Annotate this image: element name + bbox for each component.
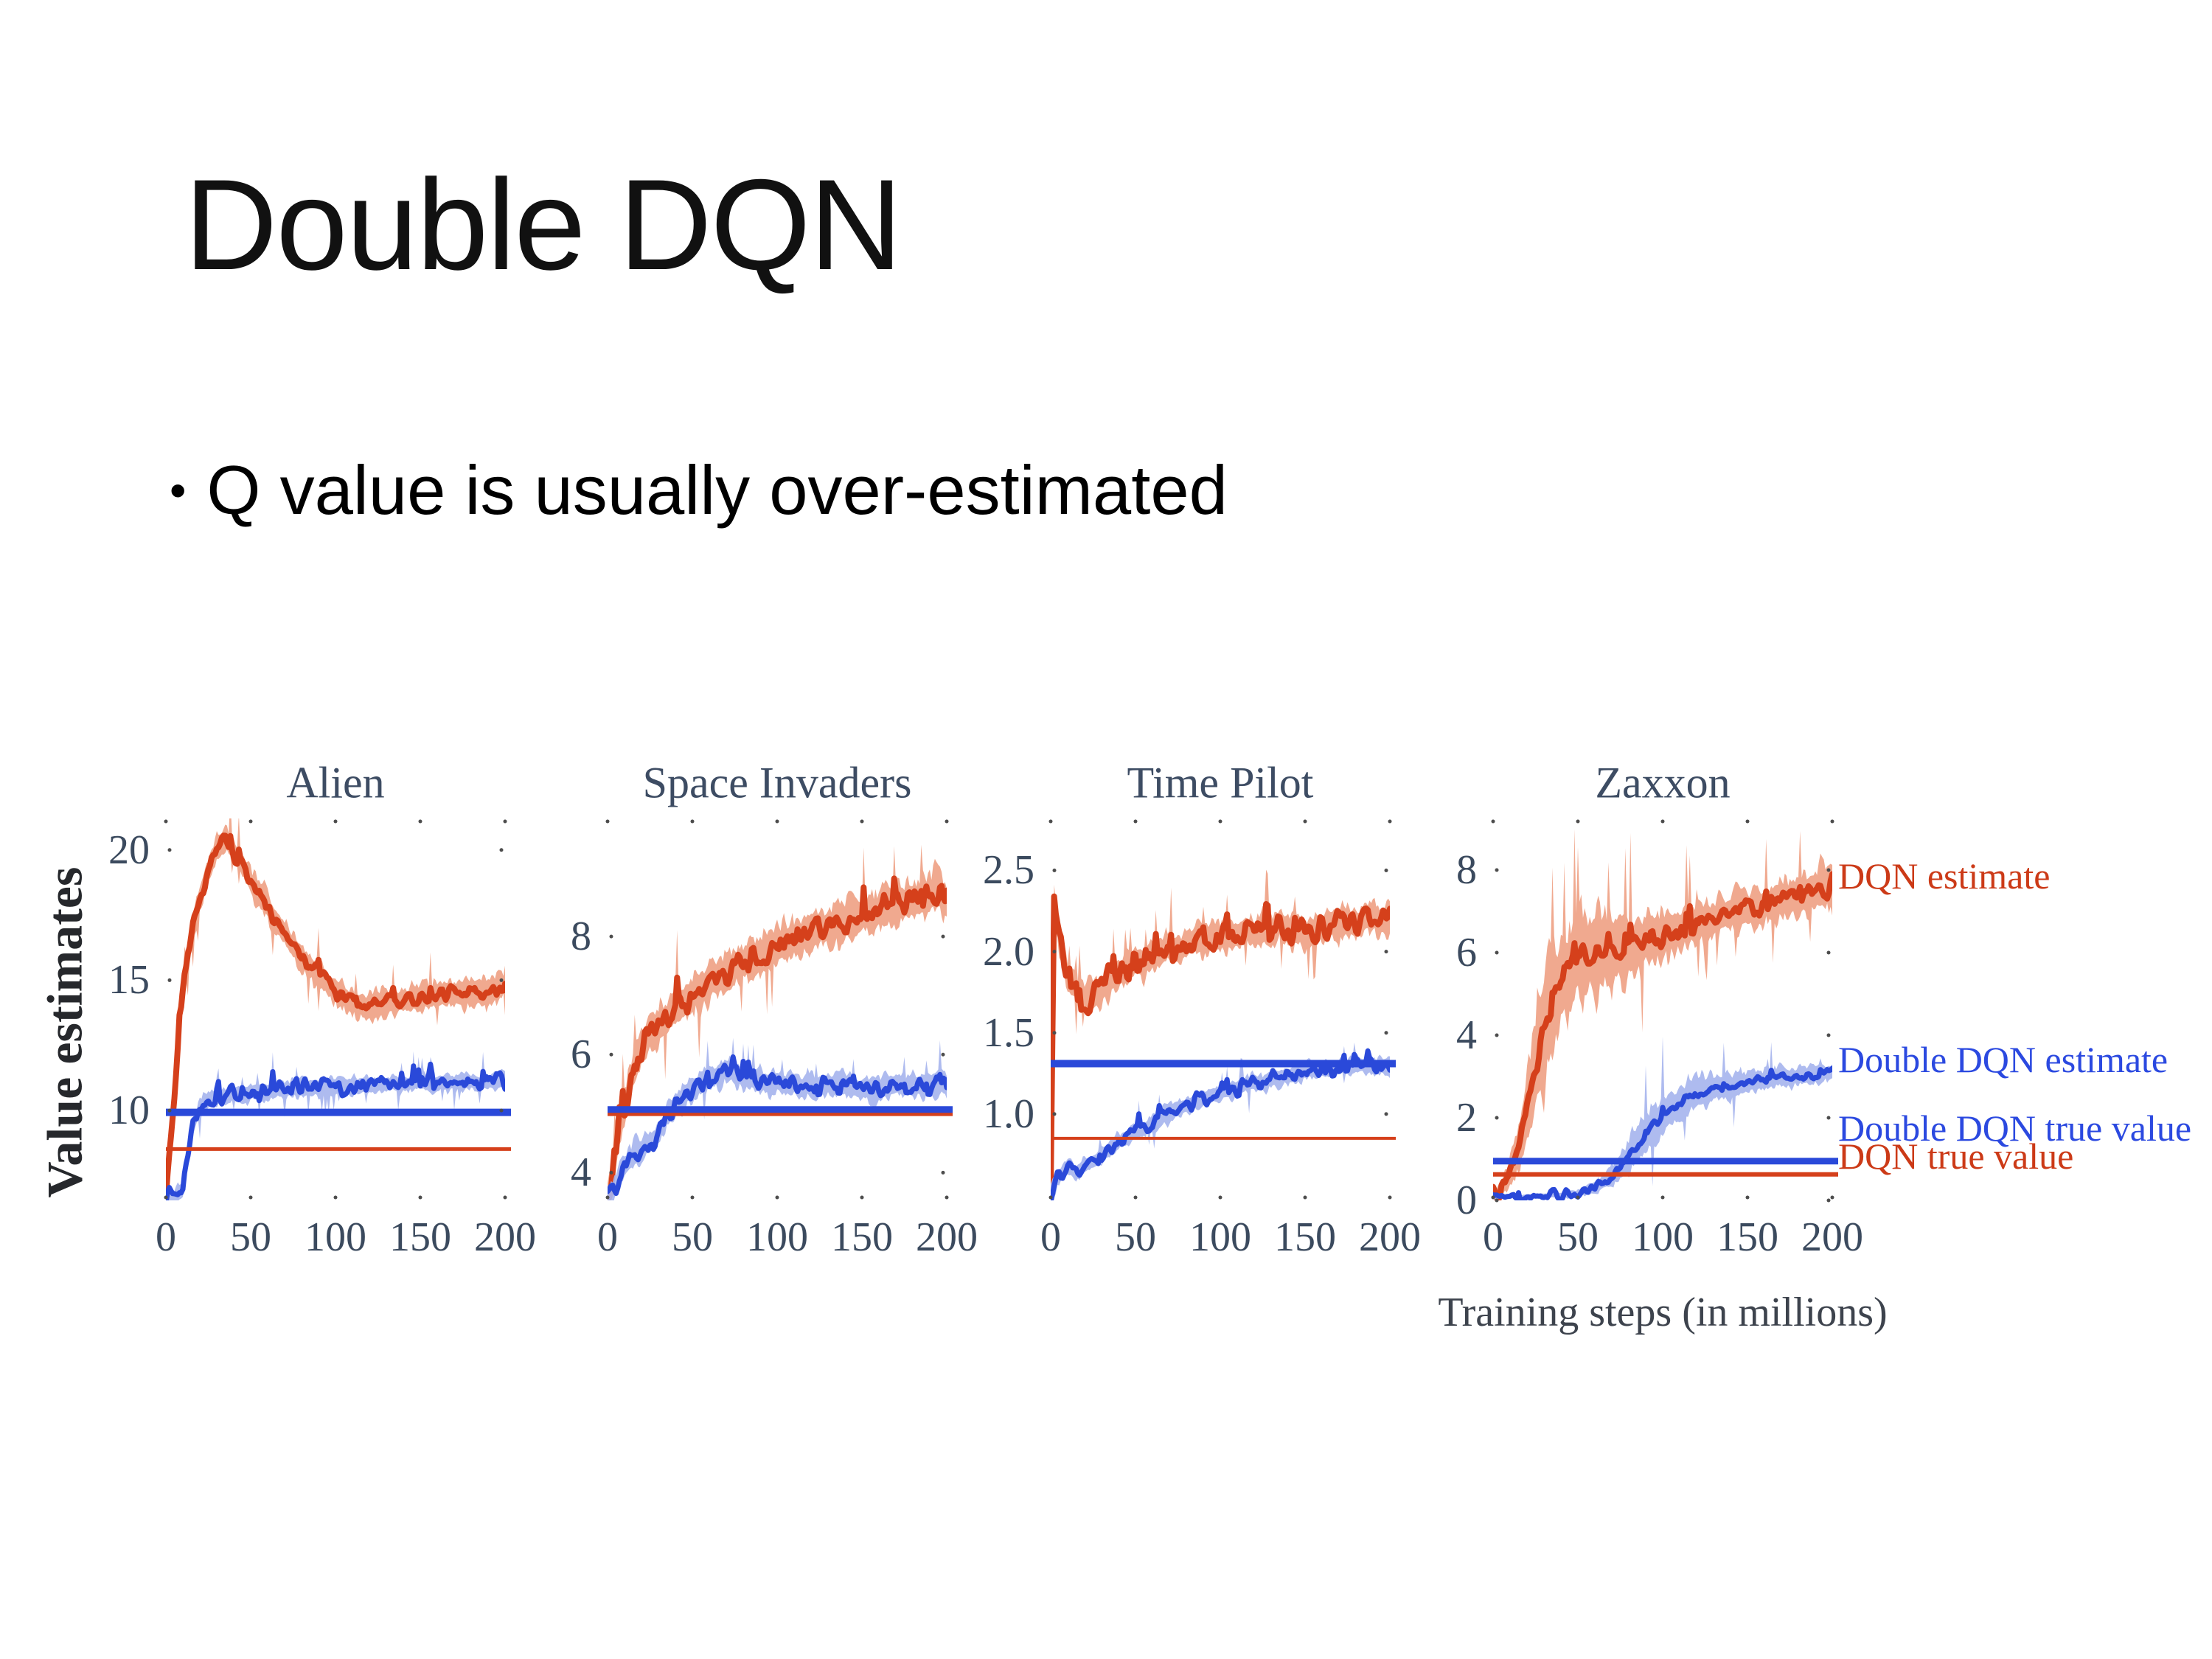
plot-area-time-pilot [1051,869,1390,1200]
y-tick-label: 6 [571,1032,591,1078]
tick-dots [1491,819,1834,1203]
chart-title-alien: Alien [286,758,385,807]
chart-title-zaxxon: Zaxxon [1595,758,1731,807]
tick-dots [605,819,949,1200]
x-tick-label: 50 [672,1214,713,1260]
x-tick-label: 50 [230,1214,271,1260]
y-tick-label: 6 [1456,930,1477,975]
x-tick-label: 50 [1115,1214,1156,1260]
x-tick-label: 200 [916,1214,978,1260]
dqn-estimate-band [1493,829,1832,1200]
y-tick-label: 2.0 [983,928,1034,975]
y-tick-label: 15 [108,957,150,1004]
x-tick-label: 150 [1717,1214,1778,1260]
y-tick-label: 2 [1456,1095,1477,1141]
x-tick-label: 0 [1040,1214,1061,1260]
dqn-estimate-curve [1051,893,1390,1193]
x-tick-label: 100 [305,1214,366,1260]
double-dqn-estimate-curve [1493,1065,1832,1200]
dqn-estimate-curve [1493,871,1832,1200]
x-tick-label: 200 [1359,1214,1421,1260]
plot-area-space-invaders [608,844,947,1200]
x-tick-label: 0 [156,1214,176,1260]
dqn-estimate-curve [608,875,947,1200]
x-tick-label: 150 [389,1214,451,1260]
double-dqn-estimate-band [608,1037,947,1200]
dqn-estimate-band [608,844,947,1200]
x-tick-label: 200 [1801,1214,1863,1260]
y-tick-label: 10 [108,1088,150,1134]
x-tick-label: 50 [1557,1214,1599,1260]
legend-double-dqn-estimate: Double DQN estimate [1838,1039,2168,1080]
dqn-estimate-curve [166,832,505,1200]
y-tick-label: 4 [1456,1012,1477,1058]
page-title: Double DQN [184,153,902,297]
double-dqn-estimate-band [166,1051,505,1200]
y-tick-label: 4 [571,1150,591,1196]
x-tick-label: 0 [597,1214,618,1260]
x-axis-label: Training steps (in millions) [1438,1290,1888,1335]
tick-dots [1048,819,1392,1200]
y-tick-label: 8 [571,914,591,960]
chart-title-time-pilot: Time Pilot [1127,758,1314,807]
x-tick-label: 100 [1189,1214,1251,1260]
double-dqn-estimate-curve [608,1054,947,1196]
bullet-item: • Q value is usually over-estimated [170,442,1228,538]
y-tick-label: 20 [108,827,150,873]
y-tick-label: 8 [1456,847,1477,893]
y-axis-label: Value estimates [36,866,93,1198]
dqn-estimate-band [166,818,505,1200]
legend-dqn-estimate: DQN estimate [1838,855,2051,897]
x-tick-label: 100 [746,1214,808,1260]
x-tick-label: 100 [1632,1214,1694,1260]
x-tick-label: 150 [1274,1214,1336,1260]
x-tick-label: 0 [1483,1214,1503,1260]
chart-title-space-invaders: Space Invaders [642,758,912,807]
bullet-dot: • [170,464,187,517]
y-tick-label: 0 [1456,1178,1477,1223]
legend-dqn-true-value: DQN true value [1838,1135,2074,1177]
x-tick-label: 200 [474,1214,536,1260]
tick-dots [164,819,507,1200]
y-tick-label: 1.5 [983,1009,1034,1056]
plot-area-zaxxon [1493,829,1832,1200]
double-dqn-estimate-curve [166,1061,505,1200]
y-tick-label: 1.0 [983,1091,1034,1137]
legend-double-dqn-true-value: Double DQN true value [1838,1107,2192,1149]
bullet-text: Q value is usually over-estimated [206,451,1228,529]
x-tick-label: 150 [831,1214,893,1260]
double-dqn-estimate-curve [1051,1048,1390,1200]
y-tick-label: 2.5 [983,847,1034,894]
plot-area-alien [166,818,505,1200]
